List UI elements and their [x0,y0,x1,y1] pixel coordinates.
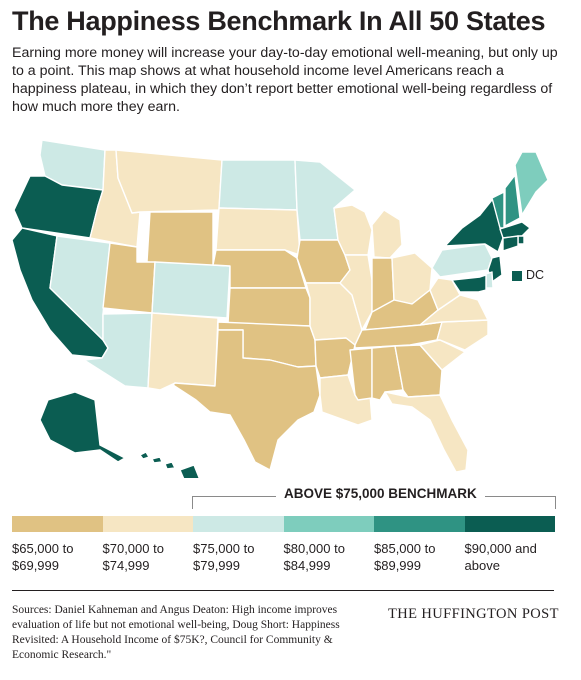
page-title: The Happiness Benchmark In All 50 States [12,6,546,36]
state-wy [146,211,214,268]
state-ak [39,391,126,463]
legend-swatch-75k [193,516,284,532]
state-fl [384,391,469,473]
state-ms [349,347,373,401]
legend-label-75k: $75,000 to $79,999 [193,541,255,573]
state-la [319,374,373,426]
legend-label-90k: $90,000 and above [464,541,537,573]
page-subtitle: Earning more money will increase your da… [12,45,558,115]
legend-swatch-70k [102,516,193,532]
us-state-map [11,139,549,478]
legend-label-85k: $85,000 to $89,999 [374,541,436,573]
state-pa [431,243,493,278]
state-me [514,151,549,216]
legend-label-70k: $70,000 to $74,999 [102,541,164,573]
publisher-logo: THE HUFFINGTON POST [388,606,559,622]
state-mt [115,149,223,214]
legend-item-70k: $70,000 to $74,999 [102,516,193,574]
legend-item-85k: $85,000 to $89,999 [374,516,465,574]
legend-swatch-80k [283,516,374,532]
state-wv [429,277,461,311]
state-ri [517,235,525,245]
state-md [451,274,487,293]
legend-item-75k: $75,000 to $79,999 [193,516,284,574]
state-ar [314,337,356,379]
state-de [485,271,494,289]
legend-swatch-65k [12,516,103,532]
legend-label-80k: $80,000 to $84,999 [283,541,345,573]
legend-item-80k: $80,000 to $84,999 [283,516,374,574]
state-sd [215,207,301,256]
legend-item-90k: $90,000 and above [464,516,555,574]
state-ma [499,221,531,239]
state-sc [419,339,466,371]
state-ks [227,287,311,327]
sources-note: Sources: Daniel Kahneman and Angus Deato… [12,604,340,661]
legend-item-65k: $65,000 to $69,999 [12,516,103,574]
state-wi [333,204,373,256]
state-nh [504,174,521,227]
state-nd [218,159,298,211]
legend-label-65k: $65,000 to $69,999 [12,541,74,573]
dc-marker [512,271,522,281]
legend: $65,000 to $69,999 $70,000 to $74,999 $7… [12,516,555,574]
legend-swatch-85k [374,516,465,532]
state-co [151,261,231,319]
state-ct [502,235,519,252]
state-nm [147,312,219,391]
state-hi [139,451,200,478]
state-mi [371,209,403,259]
state-tx [172,329,321,471]
legend-swatch-90k [464,516,555,532]
benchmark-bracket-label: ABOVE $75,000 BENCHMARK [276,486,485,501]
footer-divider [12,590,554,591]
dc-label: DC [526,268,545,282]
